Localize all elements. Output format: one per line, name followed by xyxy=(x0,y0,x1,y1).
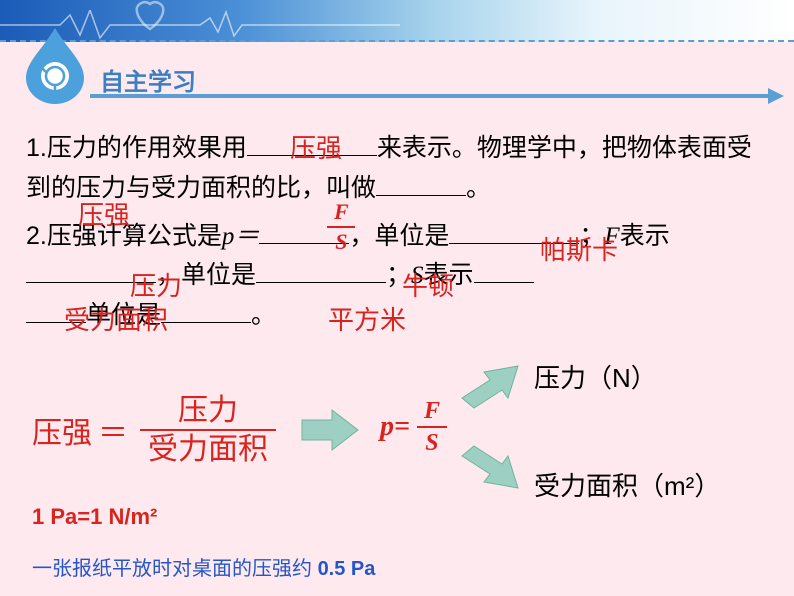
section-title: 自主学习 xyxy=(100,62,196,97)
answer-shoulimianji: 受力面积 xyxy=(64,300,168,337)
top-banner xyxy=(0,0,794,42)
arrow-upright-icon xyxy=(456,360,526,419)
formula-chinese: 压强 ＝ 压力受力面积 xyxy=(32,394,282,466)
answer-pingfangmi: 平方米 xyxy=(328,300,406,337)
formula-pfs: p= FS xyxy=(380,398,454,457)
arrow-downright-icon xyxy=(456,440,526,499)
answer-yaqiang-2: 压强 xyxy=(78,195,130,232)
pa-equivalence: 1 Pa=1 N/m² xyxy=(32,504,157,530)
heart-icon xyxy=(130,0,170,34)
blank xyxy=(376,166,466,196)
blank xyxy=(474,253,534,283)
title-arrow-icon xyxy=(768,88,784,104)
answer-yaqiang-1: 压强 xyxy=(290,128,342,165)
answer-niudun: 牛顿 xyxy=(402,266,454,303)
arrow-right-icon xyxy=(298,406,362,459)
label-force: 压力（N） xyxy=(534,358,657,395)
title-underline xyxy=(90,94,770,98)
blank xyxy=(256,253,386,283)
question-1: 1.压力的作用效果用来表示。物理学中，把物体表面受到的压力与受力面积的比，叫做。 xyxy=(26,126,766,206)
answer-pasika: 帕斯卡 xyxy=(540,230,618,267)
droplet-icon xyxy=(22,26,88,104)
newspaper-note: 一张报纸平放时对桌面的压强约 0.5 Pa xyxy=(32,552,375,581)
answer-formula-fs: FS xyxy=(320,196,363,254)
answer-yali: 压力 xyxy=(130,266,182,303)
label-area: 受力面积（m²） xyxy=(534,466,720,503)
